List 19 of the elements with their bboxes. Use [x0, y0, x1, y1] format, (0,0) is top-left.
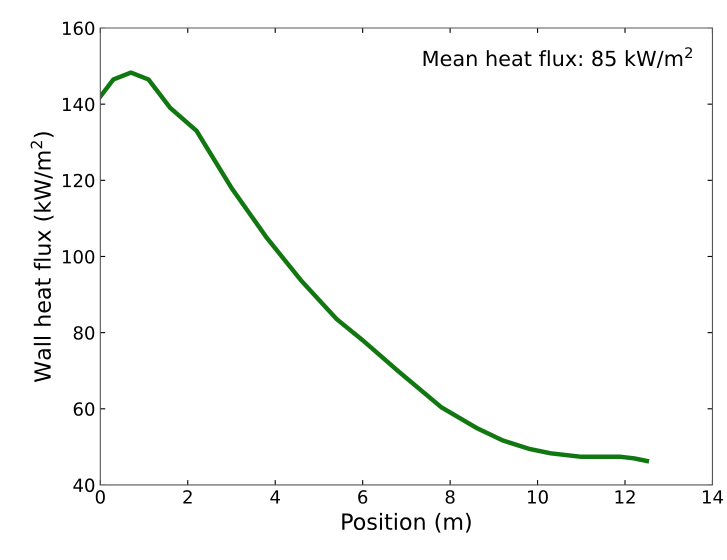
x-tick-label: 12 — [616, 490, 635, 504]
x-tick-label: 14 — [702, 490, 723, 504]
y-tick-label: 60 — [74, 402, 94, 416]
y-tick-label: 140 — [62, 98, 94, 112]
y-tick-label: 120 — [62, 174, 94, 188]
y-axis-title: Wall heat flux (kW/m$^{2}$) — [30, 132, 54, 382]
y-tick-label: 40 — [73, 478, 94, 492]
x-tick-label: 0 — [96, 490, 105, 504]
y-tick-label: 100 — [62, 250, 94, 264]
x-tick-label: 4 — [270, 490, 280, 504]
y-tick-label: 80 — [74, 326, 94, 340]
x-tick-label: 8 — [446, 490, 455, 504]
line-series — [100, 70, 650, 464]
x-axis-title: Position (m) — [342, 512, 471, 533]
x-tick-label: 10 — [528, 490, 548, 504]
y-tick-label: 160 — [62, 21, 94, 36]
annotation: Mean heat flux: 85 kW/m$^{2}$ — [424, 47, 692, 68]
x-tick-label: 6 — [358, 490, 368, 504]
x-tick-label: 2 — [183, 490, 192, 504]
